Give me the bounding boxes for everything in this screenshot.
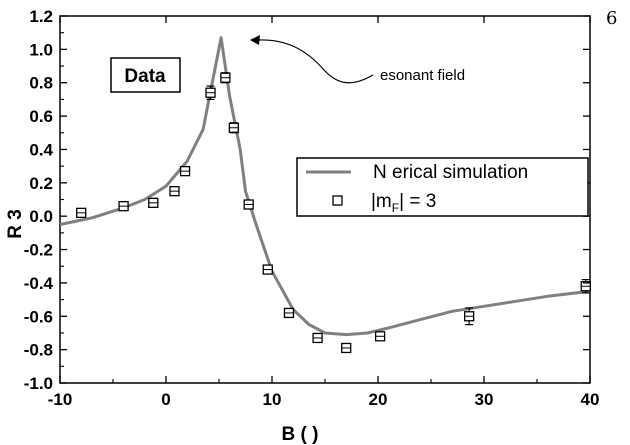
data-point (262, 264, 273, 275)
data-point (118, 201, 129, 212)
y-tick-label: 1.0 (29, 40, 53, 59)
data-point (76, 207, 87, 218)
y-tick-label: 0.8 (29, 74, 53, 93)
y-tick-label: -0.6 (24, 307, 53, 326)
data-box-frame (110, 57, 181, 93)
data-point (464, 307, 475, 326)
x-tick-label: -10 (48, 390, 73, 409)
y-tick-label: -0.4 (24, 274, 54, 293)
data-point (283, 307, 295, 319)
data-box: Data (110, 57, 181, 93)
legend-marker-swatch (332, 195, 343, 206)
annotation-arrowhead (250, 35, 260, 45)
x-tick-label: 0 (161, 390, 170, 409)
data-point (580, 278, 591, 294)
data-point (341, 342, 352, 354)
x-tick-label: 20 (369, 390, 388, 409)
legend-frame (296, 157, 589, 217)
y-tick-label: -1.0 (24, 374, 53, 393)
legend-label-data: |mF| = 3 (371, 191, 436, 215)
data-point (220, 72, 231, 84)
x-tick-label: 30 (475, 390, 494, 409)
data-box-label: Data (124, 66, 166, 87)
y-tick-label: 0.6 (29, 107, 53, 126)
x-tick-label: 40 (581, 390, 600, 409)
data-point (312, 332, 323, 344)
data-points-layer (76, 72, 591, 354)
y-tick-label: -0.8 (24, 341, 53, 360)
data-point (228, 122, 239, 134)
y-tick-label: 0.0 (29, 207, 53, 226)
resonant-field-label: esonant field (380, 67, 465, 84)
data-point (169, 186, 180, 197)
annotation-arrow-line (257, 39, 374, 84)
page-number: 6 (606, 8, 617, 29)
legend-label-simulation: N erical simulation (373, 162, 528, 183)
y-tick-label: -0.2 (24, 241, 53, 260)
x-axis-label: B ( ) (282, 424, 319, 445)
data-point (179, 165, 191, 177)
data-point (205, 85, 216, 101)
data-point (243, 199, 254, 210)
x-tick-label: 10 (263, 390, 282, 409)
y-tick-label: 1.2 (29, 7, 53, 26)
data-point (148, 197, 159, 208)
plot-area: -10 0 10 20 30 40 -1.0 -0.8 -0.6 -0.4 -0.2 0.0 0.2 0.… (24, 7, 600, 409)
data-point (374, 331, 386, 342)
y-axis-label: R 3 (5, 209, 26, 239)
legend: N erical simulation |mF| = 3 (296, 157, 589, 217)
resonant-field-annotation: esonant field (250, 35, 465, 84)
y-tick-label: 0.4 (29, 140, 53, 159)
y-tick-label: 0.2 (29, 174, 53, 193)
